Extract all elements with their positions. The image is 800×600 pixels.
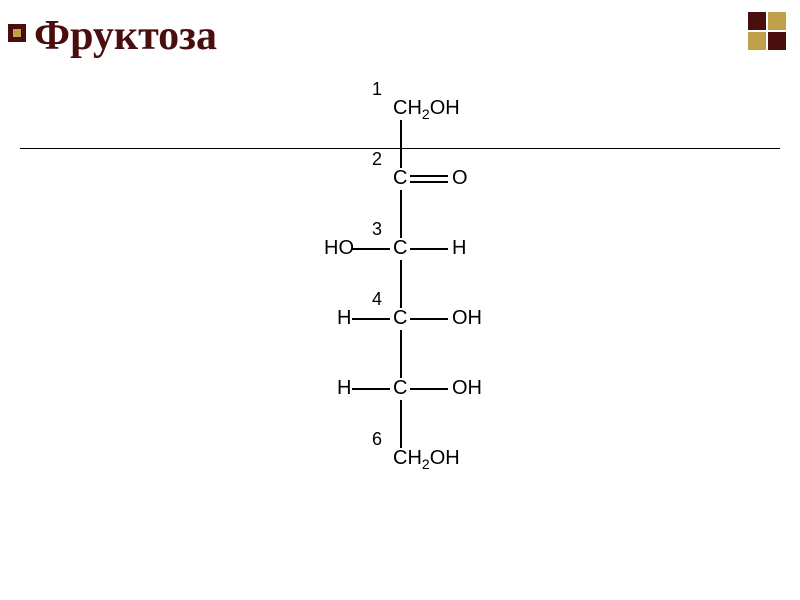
bond-h-right-4 xyxy=(410,318,448,320)
atom-center-3: C xyxy=(393,238,407,258)
carbon-number-3: 3 xyxy=(372,220,382,238)
atom-right-3: H xyxy=(452,238,466,258)
bond-h-right-3 xyxy=(410,248,448,250)
atom-center-4: C xyxy=(393,308,407,328)
atom-right-2: O xyxy=(452,168,468,188)
page-title: Фруктоза xyxy=(34,12,217,60)
bond-h-right-5 xyxy=(410,388,448,390)
bond-v-3-4 xyxy=(400,260,402,308)
atom-center-1: CH2OH xyxy=(393,98,460,121)
bond-v-1-2 xyxy=(400,120,402,168)
bond-h-right-2 xyxy=(410,181,448,183)
atom-left-5: H xyxy=(337,378,351,398)
title-bullet-icon xyxy=(8,24,26,42)
atom-left-4: H xyxy=(337,308,351,328)
atom-center-5: C xyxy=(393,378,407,398)
atom-right-5: OH xyxy=(452,378,482,398)
corner-decoration-icon xyxy=(748,12,788,52)
bond-h-left-5 xyxy=(352,388,390,390)
carbon-number-6: 6 xyxy=(372,430,382,448)
atom-center-6: CH2OH xyxy=(393,448,460,471)
bond-v-5-6 xyxy=(400,400,402,448)
carbon-number-4: 4 xyxy=(372,290,382,308)
atom-center-2: C xyxy=(393,168,407,188)
carbon-number-2: 2 xyxy=(372,150,382,168)
bond-v-4-5 xyxy=(400,330,402,378)
bond-h-left-3 xyxy=(352,248,390,250)
bond-h-left-4 xyxy=(352,318,390,320)
bond-v-2-3 xyxy=(400,190,402,238)
bond-h-right-2 xyxy=(410,175,448,177)
atom-left-3: HO xyxy=(324,238,354,258)
atom-right-4: OH xyxy=(452,308,482,328)
carbon-number-1: 1 xyxy=(372,80,382,98)
